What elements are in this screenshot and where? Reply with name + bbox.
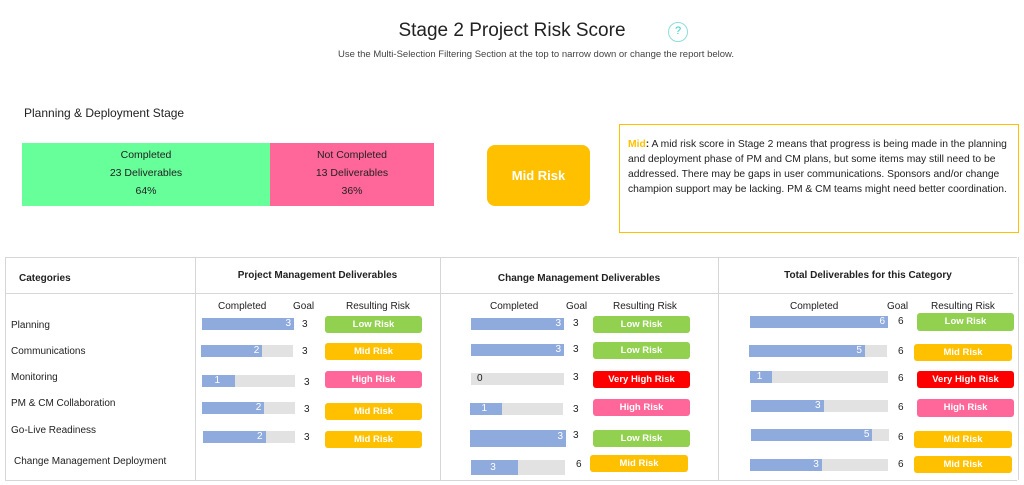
risk-description-lead: Mid <box>628 139 646 150</box>
table-col-divider-3 <box>718 257 719 480</box>
not-completed-segment: Not Completed 13 Deliverables 36% <box>270 143 434 206</box>
total-go-live-bar: 5 <box>751 429 889 441</box>
cm-go-live-goal: 3 <box>573 430 579 441</box>
help-icon[interactable]: ? <box>668 22 688 42</box>
total-go-live-goal: 6 <box>898 432 904 443</box>
total-deployment-risk-badge: Mid Risk <box>914 456 1012 473</box>
page-title: Stage 2 Project Risk Score <box>398 20 626 41</box>
total-monitoring-risk-badge: Very High Risk <box>917 371 1014 388</box>
total-communications-bar: 5 <box>749 345 887 357</box>
pm-risk-label: Resulting Risk <box>346 301 410 312</box>
cm-deployment-goal: 6 <box>576 459 582 470</box>
total-communications-goal: 6 <box>898 346 904 357</box>
table-col-divider-1 <box>195 257 196 480</box>
pm-completed-label: Completed <box>218 301 267 312</box>
pm-goal-label: Goal <box>293 301 315 312</box>
cm-planning-bar: 3 <box>471 318 564 330</box>
total-planning-bar: 6 <box>750 316 888 328</box>
category-communications: Communications <box>11 346 86 357</box>
table-left-border <box>5 257 6 480</box>
categories-header: Categories <box>19 273 71 284</box>
completed-label: Completed <box>120 149 172 161</box>
total-goal-label: Goal <box>887 301 909 312</box>
cm-collaboration-risk-badge: High Risk <box>593 399 690 416</box>
pm-monitoring-bar: 1 <box>202 375 295 387</box>
cm-deployment-risk-badge: Mid Risk <box>590 455 688 472</box>
cm-go-live-bar: 3 <box>470 430 566 447</box>
cm-communications-bar: 3 <box>471 344 564 356</box>
pm-collaboration-bar: 2 <box>202 402 295 414</box>
table-top-border <box>5 257 1017 258</box>
cm-communications-risk-badge: Low Risk <box>593 342 690 359</box>
cm-monitoring-goal: 3 <box>573 372 579 383</box>
cm-goal-label: Goal <box>566 301 588 312</box>
cm-go-live-risk-badge: Low Risk <box>593 430 690 447</box>
category-go-live-readiness: Go-Live Readiness <box>11 425 97 436</box>
total-risk-label: Resulting Risk <box>931 301 995 312</box>
risk-description: Mid: A mid risk score in Stage 2 means t… <box>619 124 1019 233</box>
cm-monitoring-risk-badge: Very High Risk <box>593 371 690 388</box>
total-collaboration-risk-badge: High Risk <box>917 399 1014 417</box>
pm-go-live-goal: 3 <box>304 432 310 443</box>
cm-collaboration-goal: 3 <box>573 404 579 415</box>
pm-planning-goal: 3 <box>302 319 308 330</box>
total-monitoring-goal: 6 <box>898 373 904 384</box>
completed-percent: 64% <box>135 185 157 197</box>
cm-communications-goal: 3 <box>573 344 579 355</box>
overall-risk-badge: Mid Risk <box>487 145 590 206</box>
pm-go-live-risk-badge: Mid Risk <box>325 431 422 448</box>
completed-segment: Completed 23 Deliverables 64% <box>22 143 270 206</box>
cm-section-header: Change Management Deliverables <box>497 273 661 284</box>
page-subtitle: Use the Multi-Selection Filtering Sectio… <box>337 49 735 60</box>
total-collaboration-goal: 6 <box>898 402 904 413</box>
cm-risk-label: Resulting Risk <box>613 301 677 312</box>
total-deployment-goal: 6 <box>898 459 904 470</box>
table-col-divider-2 <box>440 257 441 480</box>
cm-planning-goal: 3 <box>573 318 579 329</box>
stage-label: Planning & Deployment Stage <box>24 106 185 120</box>
total-section-header: Total Deliverables for this Category <box>784 270 952 281</box>
pm-monitoring-goal: 3 <box>304 377 310 388</box>
cm-completed-label: Completed <box>490 301 539 312</box>
pm-collaboration-risk-badge: Mid Risk <box>325 403 422 420</box>
table-header-divider <box>5 293 1013 294</box>
category-pm-cm-collaboration: PM & CM Collaboration <box>11 398 116 409</box>
not-completed-count: 13 Deliverables <box>315 167 389 179</box>
table-right-border <box>1018 257 1019 480</box>
pm-communications-bar: 2 <box>201 345 293 357</box>
total-planning-risk-badge: Low Risk <box>917 313 1014 331</box>
category-planning: Planning <box>11 320 50 331</box>
category-monitoring: Monitoring <box>11 372 58 383</box>
category-change-management-deployment: Change Management Deployment <box>14 456 167 467</box>
cm-deployment-bar: 3 <box>471 460 565 475</box>
pm-monitoring-risk-badge: High Risk <box>325 371 422 388</box>
pm-planning-risk-badge: Low Risk <box>325 316 422 333</box>
pm-planning-bar: 3 <box>202 318 294 330</box>
cm-monitoring-bar: 0 <box>471 373 564 385</box>
not-completed-percent: 36% <box>341 185 363 197</box>
pm-communications-goal: 3 <box>302 346 308 357</box>
cm-planning-risk-badge: Low Risk <box>593 316 690 333</box>
pm-section-header: Project Management Deliverables <box>237 270 398 281</box>
pm-communications-risk-badge: Mid Risk <box>325 343 422 360</box>
completed-count: 23 Deliverables <box>109 167 183 179</box>
total-communications-risk-badge: Mid Risk <box>914 344 1012 361</box>
table-bottom-border <box>5 480 1017 481</box>
pm-go-live-bar: 2 <box>203 431 295 443</box>
total-collaboration-bar: 3 <box>751 400 888 412</box>
not-completed-label: Not Completed <box>316 149 388 161</box>
risk-description-text: A mid risk score in Stage 2 means that p… <box>628 139 1007 195</box>
pm-collaboration-goal: 3 <box>304 404 310 415</box>
total-monitoring-bar: 1 <box>750 371 888 383</box>
total-planning-goal: 6 <box>898 316 904 327</box>
total-deployment-bar: 3 <box>750 459 888 471</box>
total-go-live-risk-badge: Mid Risk <box>914 431 1012 448</box>
cm-collaboration-bar: 1 <box>470 403 563 415</box>
total-completed-label: Completed <box>790 301 839 312</box>
